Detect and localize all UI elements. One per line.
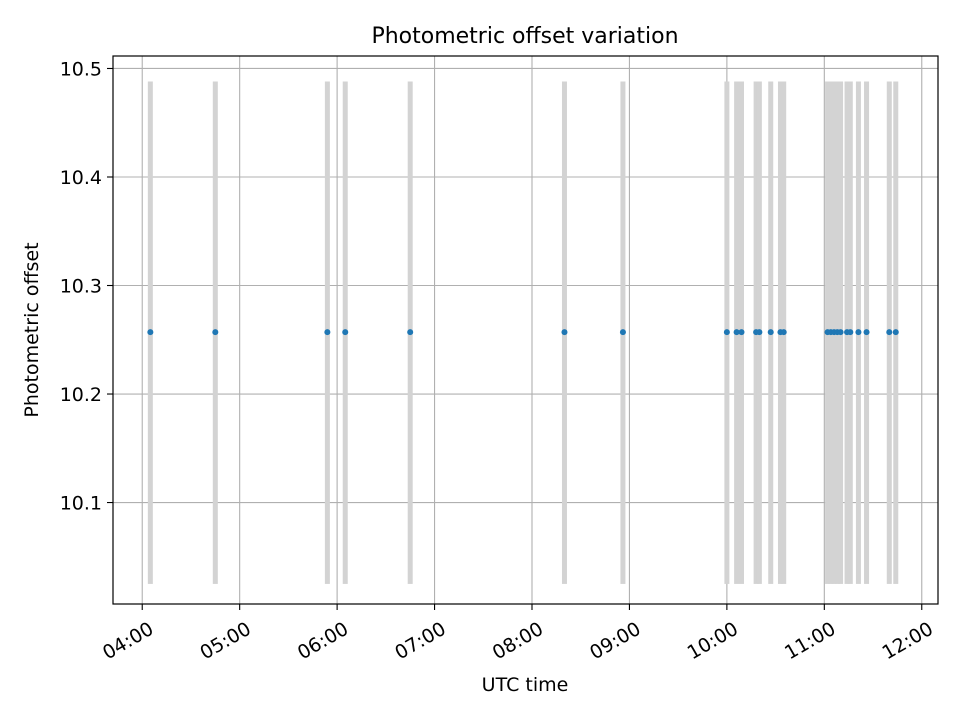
x-axis-label: UTC time bbox=[482, 674, 569, 696]
data-point bbox=[780, 329, 787, 336]
y-axis-label: Photometric offset bbox=[21, 242, 43, 417]
data-point bbox=[324, 329, 331, 336]
plot-area-background bbox=[113, 56, 938, 604]
data-point bbox=[863, 329, 870, 336]
data-point bbox=[738, 329, 745, 336]
plot-area-frame bbox=[112, 55, 939, 605]
data-point bbox=[767, 329, 774, 336]
y-tick-label: 10.5 bbox=[60, 58, 102, 80]
data-point bbox=[407, 329, 414, 336]
data-point bbox=[147, 329, 154, 336]
data-points bbox=[147, 329, 899, 336]
data-point bbox=[847, 329, 854, 336]
data-point bbox=[342, 329, 349, 336]
y-tick-label: 10.2 bbox=[60, 384, 102, 406]
y-tick-label: 10.4 bbox=[60, 167, 102, 189]
chart-title: Photometric offset variation bbox=[371, 24, 678, 49]
y-tick-label: 10.3 bbox=[60, 276, 102, 298]
data-point bbox=[723, 329, 730, 336]
data-point bbox=[619, 329, 626, 336]
data-point bbox=[892, 329, 899, 336]
y-tick-label: 10.1 bbox=[60, 493, 102, 515]
data-point bbox=[886, 329, 893, 336]
data-point bbox=[212, 329, 219, 336]
data-point bbox=[561, 329, 568, 336]
data-point bbox=[855, 329, 862, 336]
data-point bbox=[837, 329, 844, 336]
data-point bbox=[756, 329, 763, 336]
data-point bbox=[733, 329, 740, 336]
grid-lines bbox=[113, 56, 938, 604]
